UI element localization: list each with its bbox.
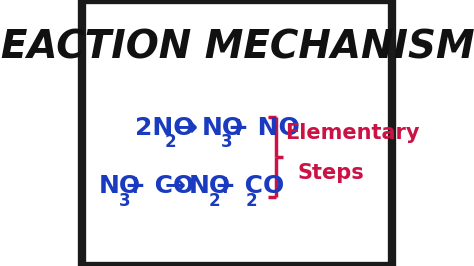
Text: →: → bbox=[177, 116, 198, 140]
Text: 3: 3 bbox=[221, 133, 233, 151]
Text: + CO: + CO bbox=[125, 174, 194, 198]
Text: 2: 2 bbox=[164, 133, 176, 151]
Text: NO: NO bbox=[189, 174, 231, 198]
Text: Elementary: Elementary bbox=[285, 123, 419, 143]
Text: →: → bbox=[164, 174, 185, 198]
Text: REACTION MECHANISMS: REACTION MECHANISMS bbox=[0, 29, 474, 67]
Text: Steps: Steps bbox=[297, 163, 364, 183]
Text: + NO: + NO bbox=[228, 116, 300, 140]
Text: NO: NO bbox=[201, 116, 244, 140]
Text: 2NO: 2NO bbox=[135, 116, 194, 140]
Text: 3: 3 bbox=[118, 192, 130, 210]
Text: + CO: + CO bbox=[215, 174, 284, 198]
Text: 2: 2 bbox=[209, 192, 220, 210]
Text: NO: NO bbox=[99, 174, 141, 198]
Text: 2: 2 bbox=[246, 192, 257, 210]
